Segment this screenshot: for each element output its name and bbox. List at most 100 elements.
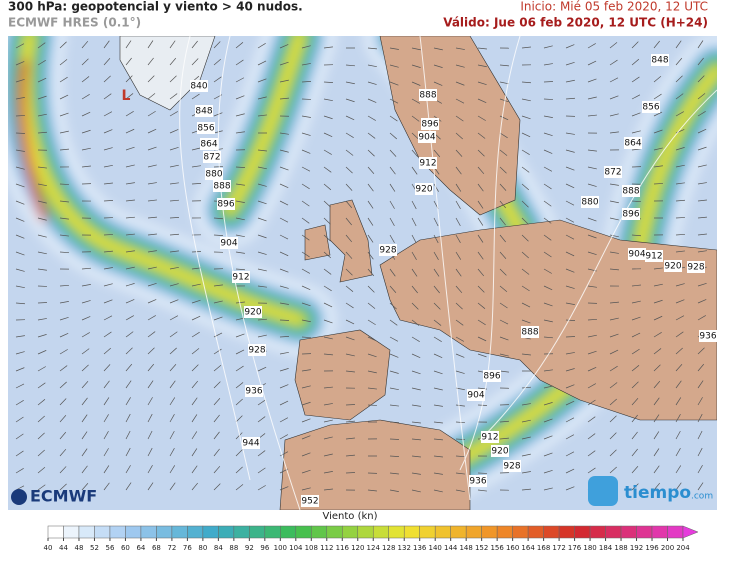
contour-label: 864 bbox=[200, 140, 217, 150]
colorbar-tick-label: 116 bbox=[336, 544, 350, 552]
colorbar-tick-label: 164 bbox=[521, 544, 535, 552]
colorbar-cell bbox=[451, 526, 466, 538]
colorbar-tick-label: 188 bbox=[614, 544, 627, 552]
contour-label: 896 bbox=[622, 210, 639, 220]
colorbar-tick-label: 40 bbox=[44, 544, 53, 552]
colorbar-tick-label: 84 bbox=[214, 544, 223, 552]
colorbar-cell bbox=[559, 526, 574, 538]
contour-label: 856 bbox=[197, 124, 214, 134]
colorbar-tick-label: 80 bbox=[198, 544, 207, 552]
colorbar-cell bbox=[63, 526, 78, 538]
low-pressure-marker: L bbox=[122, 88, 131, 104]
colorbar-cell bbox=[528, 526, 543, 538]
colorbar-tick-label: 152 bbox=[475, 544, 488, 552]
contour-label: 856 bbox=[642, 103, 659, 113]
contour-label: 888 bbox=[622, 187, 639, 197]
colorbar-cell bbox=[621, 526, 636, 538]
colorbar-cell bbox=[358, 526, 373, 538]
colorbar-cell bbox=[575, 526, 590, 538]
colorbar-tick-label: 172 bbox=[552, 544, 565, 552]
colorbar-cell bbox=[606, 526, 621, 538]
colorbar-cell bbox=[156, 526, 171, 538]
contour-label: 840 bbox=[190, 82, 207, 92]
contour-label: 896 bbox=[483, 372, 500, 382]
colorbar-tick-label: 88 bbox=[229, 544, 238, 552]
colorbar-tick-label: 200 bbox=[661, 544, 674, 552]
colorbar-tick-label: 92 bbox=[245, 544, 254, 552]
colorbar-cell bbox=[311, 526, 326, 538]
contour-label: 848 bbox=[651, 56, 668, 66]
colorbar-tick-label: 60 bbox=[121, 544, 130, 552]
colorbar-tick-label: 168 bbox=[537, 544, 550, 552]
colorbar-cell bbox=[652, 526, 667, 538]
colorbar-cell bbox=[544, 526, 559, 538]
colorbar-tick-label: 196 bbox=[645, 544, 659, 552]
contour-label: 920 bbox=[415, 185, 432, 195]
colorbar-tick-label: 72 bbox=[167, 544, 176, 552]
colorbar-cell bbox=[218, 526, 233, 538]
colorbar-cell bbox=[125, 526, 140, 538]
title: 300 hPa: geopotencial y viento > 40 nudo… bbox=[8, 0, 303, 14]
colorbar-tick-label: 156 bbox=[490, 544, 504, 552]
contour-label: 928 bbox=[248, 346, 265, 356]
contour-label: 896 bbox=[421, 120, 438, 130]
colorbar-tick-label: 104 bbox=[289, 544, 303, 552]
colorbar-tick-label: 124 bbox=[367, 544, 381, 552]
contour-label: 888 bbox=[213, 182, 230, 192]
colorbar-cell bbox=[373, 526, 388, 538]
colorbar-tick-label: 76 bbox=[183, 544, 192, 552]
contour-label: 928 bbox=[503, 462, 520, 472]
colorbar-tick-label: 136 bbox=[413, 544, 427, 552]
colorbar-cell bbox=[203, 526, 218, 538]
contour-label: 880 bbox=[205, 170, 222, 180]
colorbar-cell bbox=[389, 526, 404, 538]
colorbar-cell bbox=[466, 526, 481, 538]
colorbar-tick-label: 184 bbox=[599, 544, 613, 552]
colorbar-cell bbox=[342, 526, 357, 538]
contour-label: 904 bbox=[628, 250, 645, 260]
colorbar-tick-label: 108 bbox=[305, 544, 318, 552]
colorbar-cell bbox=[48, 526, 63, 538]
colorbar-cell bbox=[79, 526, 94, 538]
colorbar-cell bbox=[94, 526, 109, 538]
colorbar-arrow bbox=[683, 526, 698, 538]
colorbar-cell bbox=[187, 526, 202, 538]
colorbar-cell bbox=[482, 526, 497, 538]
colorbar-cell bbox=[296, 526, 311, 538]
colorbar-tick-label: 48 bbox=[75, 544, 84, 552]
contour-label: 944 bbox=[242, 439, 259, 449]
colorbar-cell bbox=[265, 526, 280, 538]
colorbar-tick-label: 140 bbox=[429, 544, 442, 552]
contour-label: 920 bbox=[491, 447, 508, 457]
contour-label: 952 bbox=[301, 497, 318, 507]
contour-label: 872 bbox=[203, 153, 220, 163]
contour-label: 936 bbox=[245, 387, 262, 397]
ecmwf-text: ECMWF bbox=[30, 487, 97, 506]
colorbar-cell bbox=[141, 526, 156, 538]
colorbar-tick-label: 160 bbox=[506, 544, 519, 552]
tiempo-text: tiempo bbox=[624, 483, 691, 503]
colorbar-cell bbox=[497, 526, 512, 538]
colorbar-cell bbox=[590, 526, 605, 538]
contour-label: 904 bbox=[220, 239, 237, 249]
model-label: ECMWF HRES (0.1°) bbox=[8, 16, 141, 30]
contour-label: 912 bbox=[645, 252, 662, 262]
colorbar-cell bbox=[420, 526, 435, 538]
colorbar-tick-label: 100 bbox=[274, 544, 287, 552]
contour-label: 904 bbox=[418, 133, 435, 143]
colorbar-tick-label: 44 bbox=[59, 544, 68, 552]
colorbar-cell bbox=[172, 526, 187, 538]
contour-label: 936 bbox=[699, 332, 716, 342]
contour-label: 888 bbox=[521, 328, 538, 338]
colorbar-tick-label: 64 bbox=[136, 544, 145, 552]
colorbar-tick-label: 176 bbox=[568, 544, 582, 552]
contour-label: 848 bbox=[195, 107, 212, 117]
contour-label: 912 bbox=[481, 433, 498, 443]
contour-label: 864 bbox=[624, 139, 641, 149]
contour-label: 888 bbox=[419, 91, 436, 101]
contour-label: 928 bbox=[687, 263, 704, 273]
colorbar-tick-label: 144 bbox=[444, 544, 458, 552]
contour-label: 880 bbox=[581, 198, 598, 208]
